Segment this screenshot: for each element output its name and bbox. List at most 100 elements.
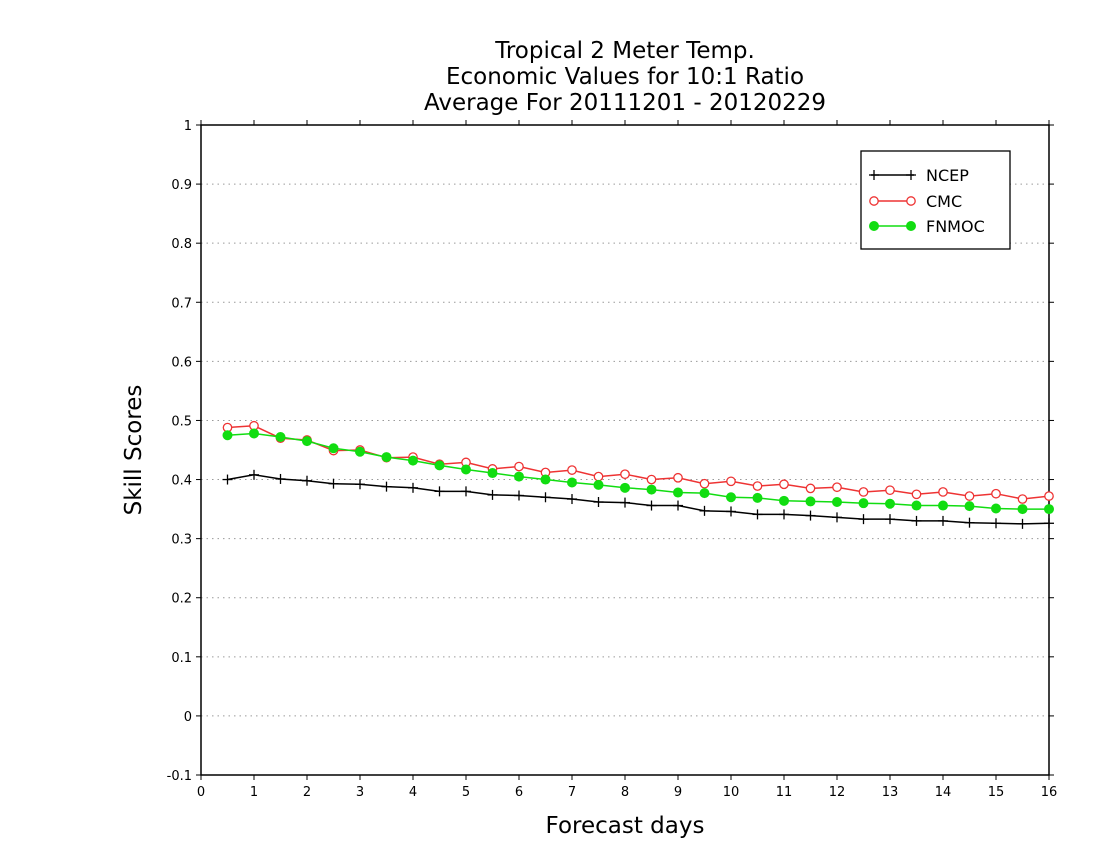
legend-marker <box>869 196 879 206</box>
x-tick-label: 12 <box>829 785 846 800</box>
data-point-cmc <box>620 469 630 480</box>
series-line-fnmoc <box>227 432 1049 510</box>
data-point-ncep <box>991 518 1001 529</box>
legend-marker <box>906 196 916 206</box>
data-point-fnmoc <box>911 500 922 511</box>
y-tick-label: -0.1 <box>167 769 192 784</box>
data-point-ncep <box>355 479 365 490</box>
data-point-ncep <box>1044 518 1054 529</box>
data-point-fnmoc <box>699 488 710 499</box>
y-tick-label: 1 <box>184 119 192 134</box>
data-point-fnmoc <box>752 492 763 503</box>
data-point-cmc <box>752 481 763 491</box>
y-tick-label: 0 <box>184 710 192 725</box>
legend-entry-ncep: NCEP <box>869 166 969 185</box>
legend-marker <box>906 221 916 231</box>
legend-marker <box>906 170 916 180</box>
data-point-fnmoc <box>567 477 577 488</box>
x-tick-label: 3 <box>356 785 364 800</box>
data-point-fnmoc <box>408 455 418 466</box>
x-tick-label: 0 <box>197 785 205 800</box>
data-series <box>222 420 1054 529</box>
x-tick-label: 11 <box>776 785 793 800</box>
data-point-cmc <box>567 465 577 475</box>
data-point-fnmoc <box>779 495 789 506</box>
data-point-ncep <box>275 473 286 484</box>
y-tick-label: 0.6 <box>171 355 192 370</box>
data-point-ncep <box>514 490 524 501</box>
data-point-ncep <box>381 481 392 492</box>
y-tick-label: 0.9 <box>171 178 192 193</box>
data-point-cmc <box>858 487 869 497</box>
legend-entry-fnmoc: FNMOC <box>869 217 985 236</box>
y-tick-label: 0.2 <box>171 592 192 607</box>
data-point-cmc <box>964 491 975 501</box>
axis-ticks: -0.100.10.20.30.40.50.60.70.80.910 1 2 3 4 5 6… <box>167 119 1058 800</box>
data-point-ncep <box>1017 518 1028 529</box>
data-point-cmc <box>514 461 524 472</box>
legend-label-ncep: NCEP <box>926 166 969 185</box>
data-point-fnmoc <box>858 498 869 509</box>
legend: NCEP CMC FNMOC <box>860 150 1011 250</box>
data-point-cmc <box>938 487 948 497</box>
x-tick-label: 1 <box>250 785 258 800</box>
legend-label-fnmoc: FNMOC <box>926 217 985 236</box>
chart-title: Tropical 2 Meter Temp.Economic Values fo… <box>424 38 826 116</box>
data-point-fnmoc <box>964 501 975 512</box>
data-point-fnmoc <box>726 492 736 503</box>
data-point-ncep <box>964 517 975 528</box>
data-point-ncep <box>540 492 551 503</box>
legend-marker <box>869 170 879 180</box>
data-point-ncep <box>461 486 471 497</box>
data-point-fnmoc <box>1044 504 1054 515</box>
series-cmc <box>222 420 1054 504</box>
legend-entry-cmc: CMC <box>869 192 962 211</box>
data-point-cmc <box>779 479 789 490</box>
data-point-ncep <box>646 500 657 511</box>
data-point-cmc <box>699 478 710 489</box>
y-tick-label: 0.8 <box>171 237 192 252</box>
data-point-fnmoc <box>991 503 1001 514</box>
data-point-fnmoc <box>832 497 842 507</box>
data-point-cmc <box>646 474 657 485</box>
legend-label-cmc: CMC <box>926 192 962 211</box>
x-tick-label: 4 <box>409 785 417 800</box>
data-point-fnmoc <box>381 452 392 463</box>
data-point-ncep <box>779 509 789 520</box>
data-point-fnmoc <box>487 468 498 479</box>
series-line-ncep <box>227 474 1050 525</box>
data-point-ncep <box>408 482 418 493</box>
data-point-ncep <box>752 509 763 520</box>
y-tick-label: 0.1 <box>171 651 192 666</box>
data-point-fnmoc <box>222 430 233 441</box>
data-point-ncep <box>434 486 445 497</box>
legend-marker <box>869 221 879 231</box>
data-point-ncep <box>911 515 922 526</box>
data-point-ncep <box>726 506 736 517</box>
data-point-fnmoc <box>461 464 471 475</box>
x-tick-label: 2 <box>303 785 311 800</box>
x-axis-label: Forecast days <box>546 813 705 839</box>
data-point-fnmoc <box>540 474 551 485</box>
data-point-fnmoc <box>249 428 259 439</box>
legend-box <box>860 150 1011 250</box>
x-tick-label: 15 <box>988 785 1005 800</box>
data-point-cmc <box>805 483 816 494</box>
data-point-ncep <box>328 478 339 489</box>
data-point-ncep <box>858 514 869 525</box>
series-fnmoc <box>222 428 1054 515</box>
data-point-fnmoc <box>805 496 816 507</box>
data-point-ncep <box>620 497 630 508</box>
x-tick-label: 16 <box>1041 785 1058 800</box>
data-point-ncep <box>673 500 683 511</box>
x-tick-label: 5 <box>462 785 470 800</box>
data-point-ncep <box>832 512 842 523</box>
data-point-cmc <box>726 476 736 487</box>
data-point-cmc <box>885 485 895 496</box>
data-point-ncep <box>487 489 498 500</box>
y-axis-label: Skill Scores <box>121 385 147 516</box>
data-point-fnmoc <box>514 471 524 482</box>
data-point-ncep <box>249 469 259 480</box>
data-point-ncep <box>593 497 604 507</box>
